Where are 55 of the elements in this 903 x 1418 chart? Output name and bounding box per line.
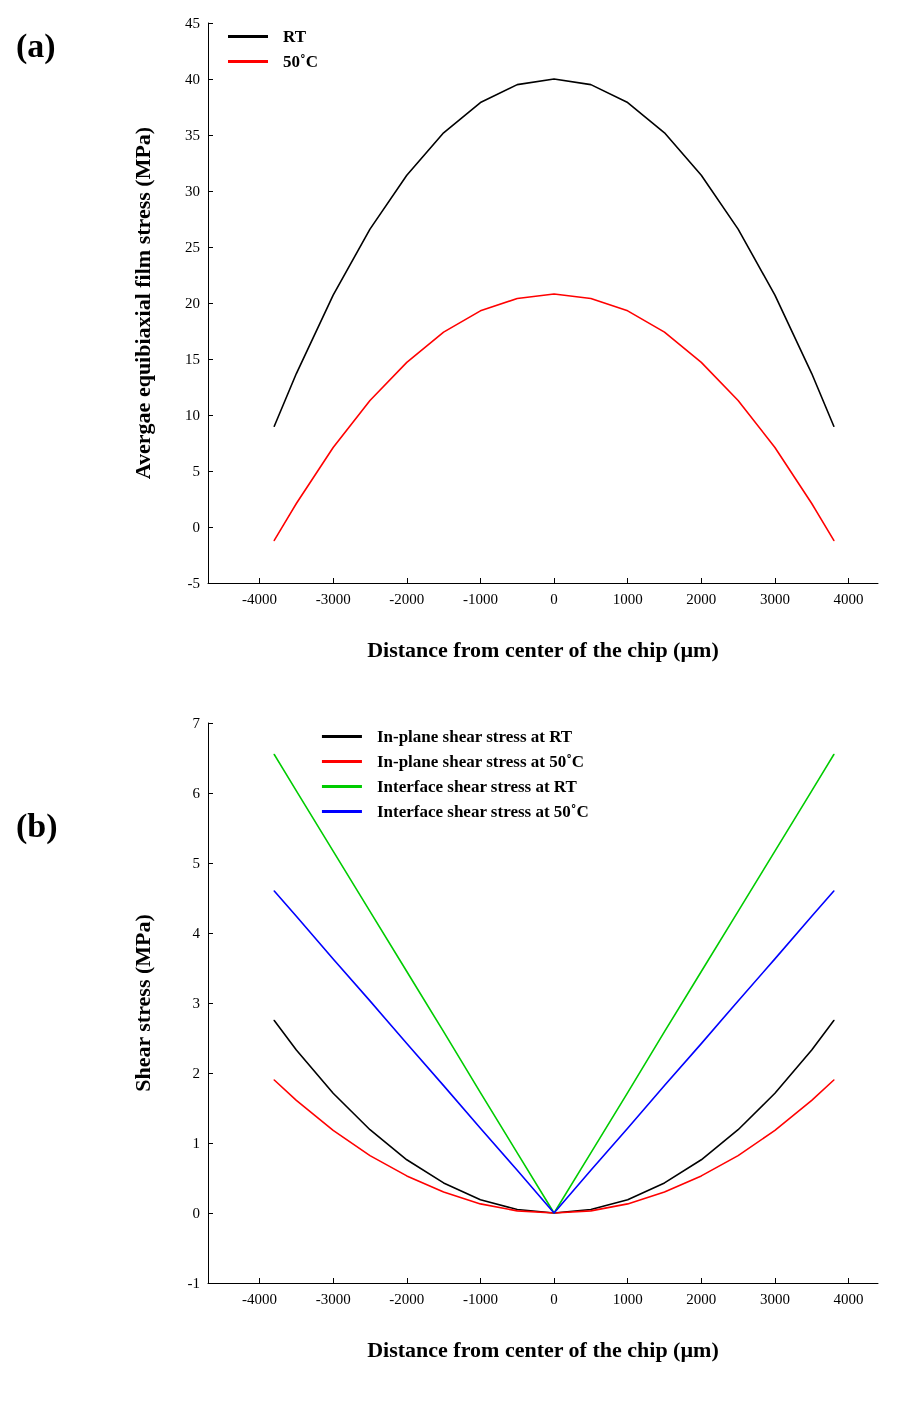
x-tick-label: -4000 (242, 590, 278, 607)
y-tick-label: 40 (185, 71, 200, 87)
y-axis-title: Shear stress (MPa) (129, 914, 155, 1092)
x-tick-label: 1000 (612, 590, 643, 607)
y-tick-label: -5 (187, 575, 200, 591)
y-tick-label: -1 (187, 1275, 200, 1291)
line-series (273, 1079, 835, 1214)
x-tick-label: 2000 (686, 590, 717, 607)
x-tick-label: 1000 (612, 1290, 643, 1307)
x-tick-label: -4000 (242, 1290, 278, 1307)
x-tick-label: -2000 (389, 590, 425, 607)
y-tick-label: 4 (192, 925, 201, 941)
x-axis-title: Distance from center of the chip (µm) (367, 1336, 719, 1362)
text: (a) (16, 26, 56, 65)
x-tick-label: -1000 (462, 590, 498, 607)
line-series (273, 293, 835, 542)
y-tick-label: 10 (185, 407, 200, 423)
x-tick-label: -3000 (315, 1290, 351, 1307)
legend-label: Interface shear stress at RT (376, 777, 578, 796)
y-tick-label: 2 (192, 1065, 200, 1081)
y-tick-label: 5 (192, 463, 200, 479)
y-tick-label: 6 (192, 785, 201, 801)
legend-label: Interface shear stress at 50˚C (376, 802, 589, 821)
y-tick-label: 45 (185, 15, 200, 31)
y-tick-label: 3 (192, 995, 200, 1011)
legend-label: In-plane shear stress at 50˚C (376, 752, 585, 771)
x-tick-label: -1000 (462, 1290, 498, 1307)
legend-label: In-plane shear stress at RT (376, 727, 573, 746)
x-tick-label: 0 (550, 590, 558, 607)
y-tick-label: 5 (192, 855, 200, 871)
x-tick-label: -3000 (315, 590, 351, 607)
y-axis-title: Avergae equibiaxial film stress (MPa) (129, 126, 155, 480)
text: (b) (16, 806, 58, 845)
legend-label: 50˚C (283, 52, 318, 71)
x-tick-label: 2000 (686, 1290, 717, 1307)
legend-label: RT (283, 27, 307, 46)
x-tick-label: 0 (550, 1290, 558, 1307)
line-series (273, 78, 835, 427)
x-tick-label: 4000 (833, 590, 864, 607)
y-tick-label: 1 (192, 1135, 200, 1151)
y-tick-label: 0 (192, 519, 200, 535)
y-tick-label: 20 (185, 295, 200, 311)
x-axis-title: Distance from center of the chip (µm) (367, 636, 719, 662)
y-tick-label: 30 (185, 183, 200, 199)
y-tick-label: 0 (192, 1205, 200, 1221)
y-tick-label: 15 (185, 351, 200, 367)
y-tick-label: 25 (185, 239, 200, 255)
line-series (273, 890, 835, 1214)
x-tick-label: 4000 (833, 1290, 864, 1307)
x-tick-label: 3000 (759, 1290, 790, 1307)
y-tick-label: 35 (185, 127, 200, 143)
y-tick-label: 7 (192, 715, 201, 731)
x-tick-label: -2000 (389, 1290, 425, 1307)
line-series (273, 1019, 835, 1214)
x-tick-label: 3000 (759, 590, 790, 607)
